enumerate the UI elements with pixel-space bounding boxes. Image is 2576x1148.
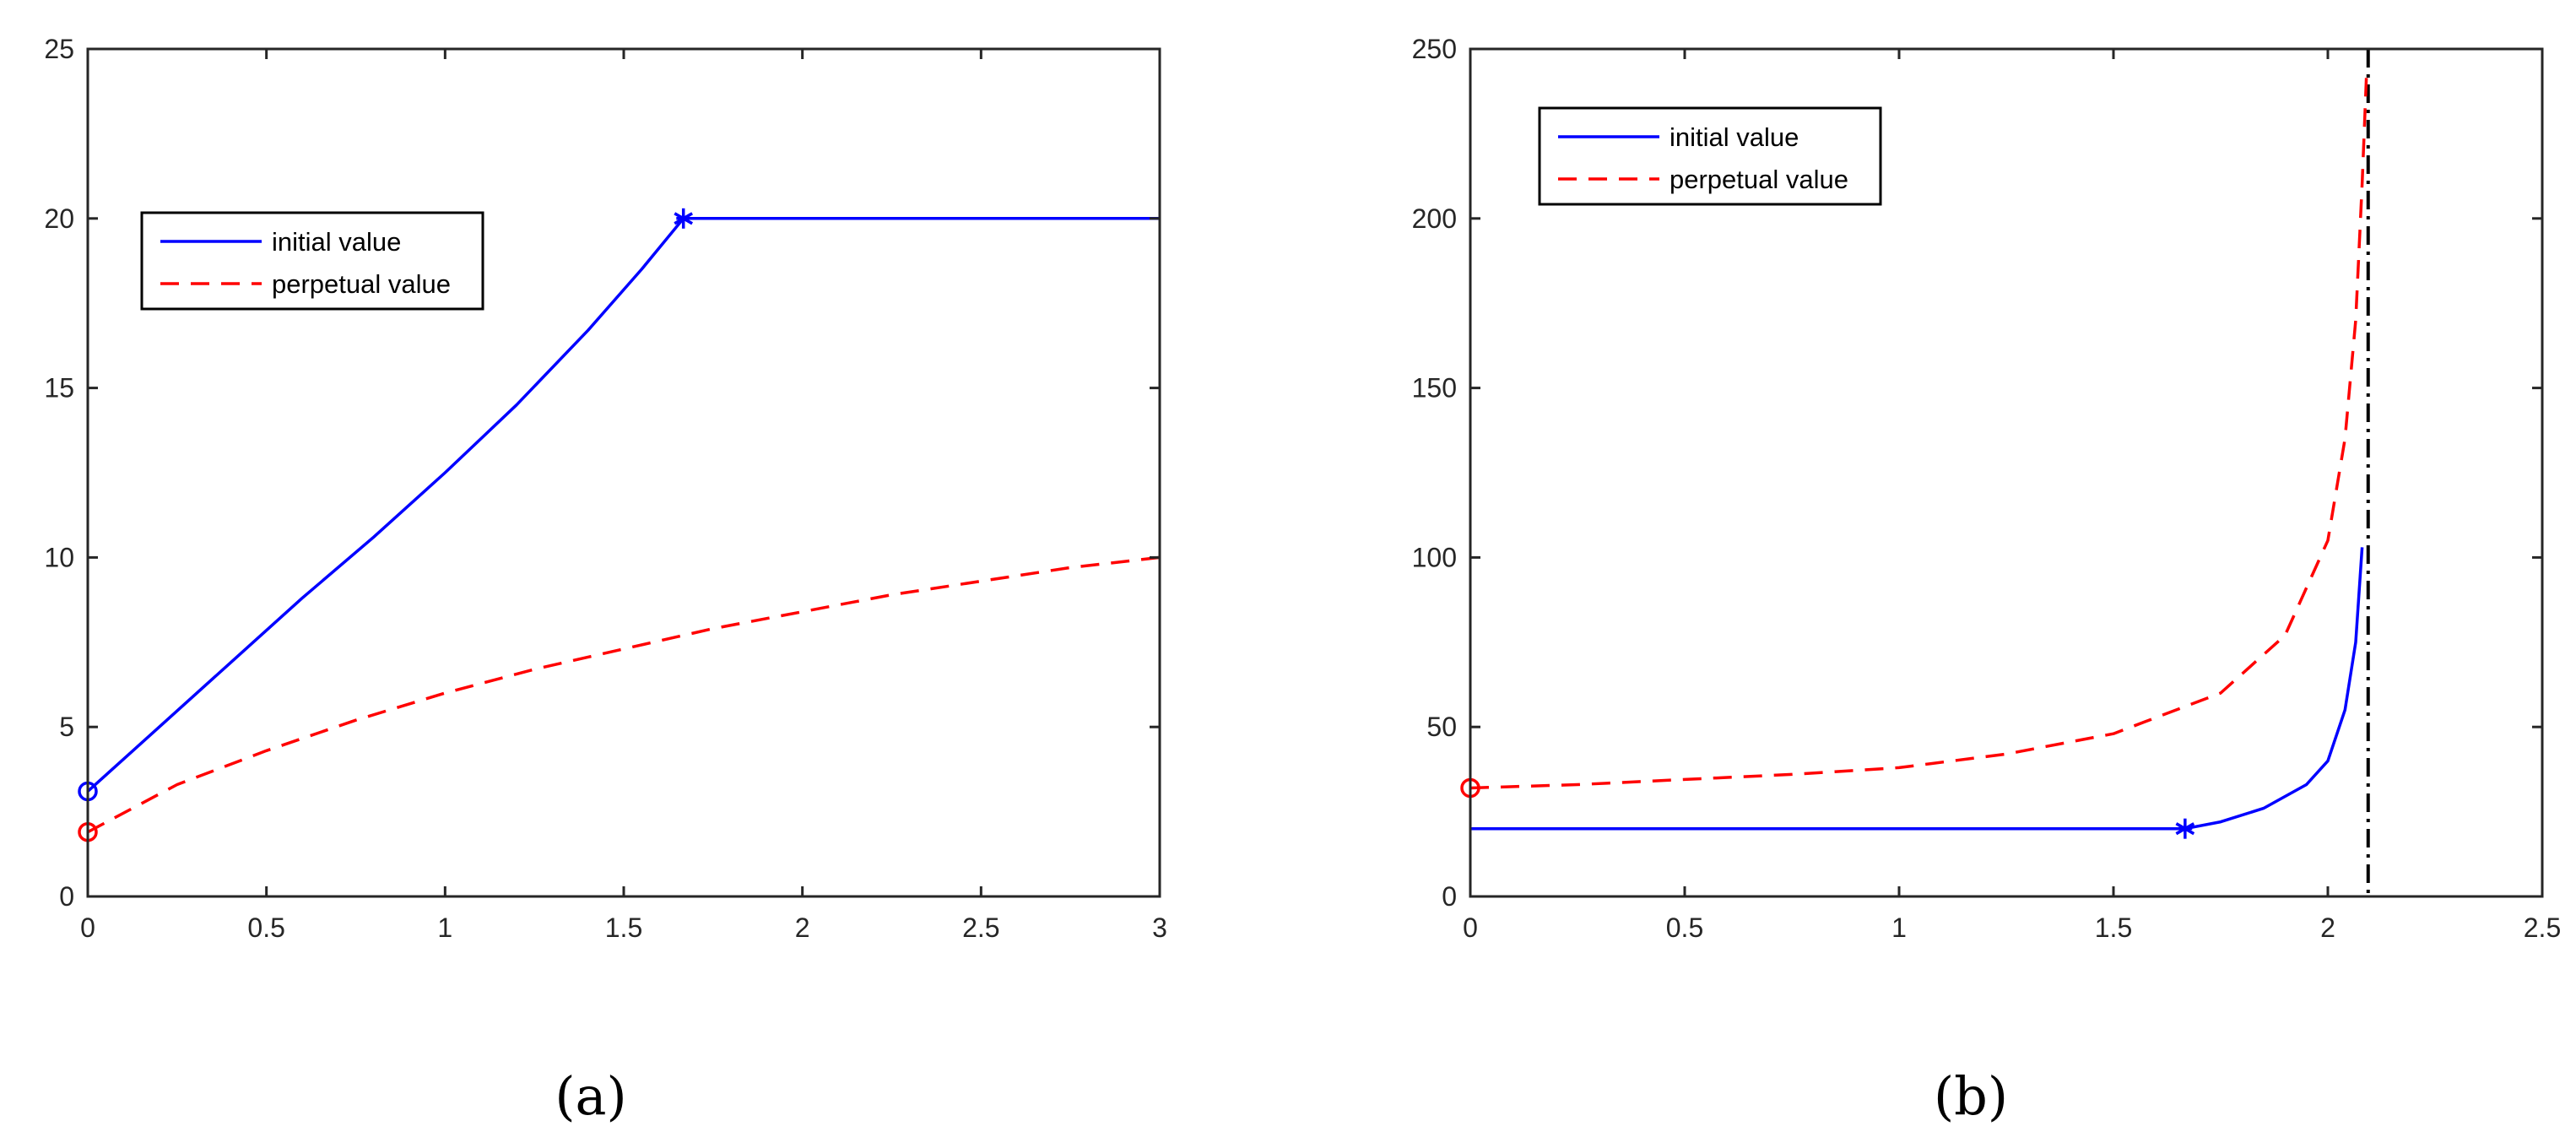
y-tick-label: 200	[1412, 203, 1457, 234]
series-line-initial-value	[1470, 547, 2364, 831]
legend-label-0: initial value	[1670, 122, 1799, 152]
chart-panel-1: 0 0.5 1 1.5 2 2.5 0 50 100 150 200 250 initial value…	[1412, 34, 2562, 1127]
x-tick-label: 1	[1891, 912, 1907, 943]
marker-asterisk-2	[674, 208, 694, 229]
legend: initial value perpetual value	[140, 211, 484, 311]
y-tick-label: 50	[1426, 712, 1457, 742]
chart-panel-0: 0 0.5 1 1.5 2 2.5 3 0 5 10 15 20 25 initial value perp…	[44, 34, 1166, 1127]
x-tick-label: 2.5	[962, 912, 999, 943]
x-tick-label: 1	[437, 912, 452, 943]
y-tick-label: 150	[1412, 373, 1457, 403]
legend-box	[1538, 106, 1882, 206]
marker-asterisk-1	[2175, 818, 2195, 839]
legend: initial value perpetual value	[1538, 106, 1882, 206]
x-tick-label: 0.5	[247, 912, 284, 943]
x-tick-label: 1.5	[605, 912, 642, 943]
plot-content	[1470, 49, 2370, 896]
y-tick-label: 15	[44, 373, 74, 403]
y-tick-label: 25	[44, 34, 74, 64]
y-tick-label: 250	[1412, 34, 1457, 64]
y-tick-label: 5	[59, 712, 74, 742]
y-tick-label: 20	[44, 203, 74, 234]
panel-caption: (a)	[555, 1065, 626, 1127]
legend-label-1: perpetual value	[272, 269, 451, 299]
series-line-initial-value	[88, 217, 1160, 793]
panel-caption: (b)	[1934, 1065, 2008, 1127]
y-tick-label: 0	[59, 881, 74, 912]
legend-label-1: perpetual value	[1670, 165, 1848, 194]
plot-area	[88, 49, 1160, 896]
x-tick-label: 0	[80, 912, 95, 943]
x-tick-label: 3	[1152, 912, 1167, 943]
x-tick-label: 2	[795, 912, 810, 943]
series-line-perpetual-value	[88, 555, 1160, 834]
x-tick-label: 1.5	[2095, 912, 2132, 943]
legend-box	[140, 211, 484, 311]
plot-content	[88, 217, 1160, 834]
y-tick-label: 10	[44, 542, 74, 572]
x-tick-label: 0.5	[1666, 912, 1703, 943]
x-tick-label: 2.5	[2524, 912, 2561, 943]
x-tick-label: 0	[1463, 912, 1478, 943]
y-tick-label: 0	[1442, 881, 1457, 912]
x-tick-label: 2	[2320, 912, 2335, 943]
axes-box	[1469, 47, 2544, 898]
legend-label-0: initial value	[272, 227, 401, 257]
y-tick-label: 100	[1412, 542, 1457, 572]
series-line-perpetual-value	[1470, 76, 2368, 790]
